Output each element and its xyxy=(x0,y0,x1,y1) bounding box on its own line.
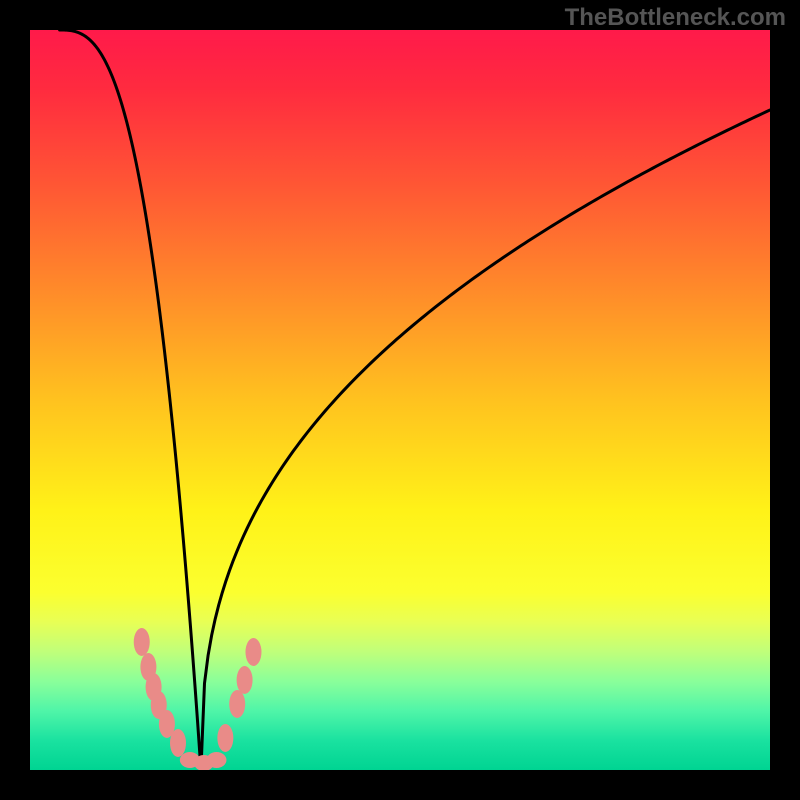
data-marker xyxy=(237,666,253,694)
data-marker xyxy=(170,729,186,757)
data-marker xyxy=(134,628,150,656)
plot-background xyxy=(30,30,770,770)
plot-svg xyxy=(30,30,770,770)
data-marker xyxy=(245,638,261,666)
data-marker xyxy=(229,690,245,718)
watermark-text: TheBottleneck.com xyxy=(565,4,786,32)
chart-frame: TheBottleneck.com xyxy=(0,0,800,800)
data-marker xyxy=(206,752,226,768)
data-marker xyxy=(217,724,233,752)
plot-area xyxy=(30,30,770,770)
